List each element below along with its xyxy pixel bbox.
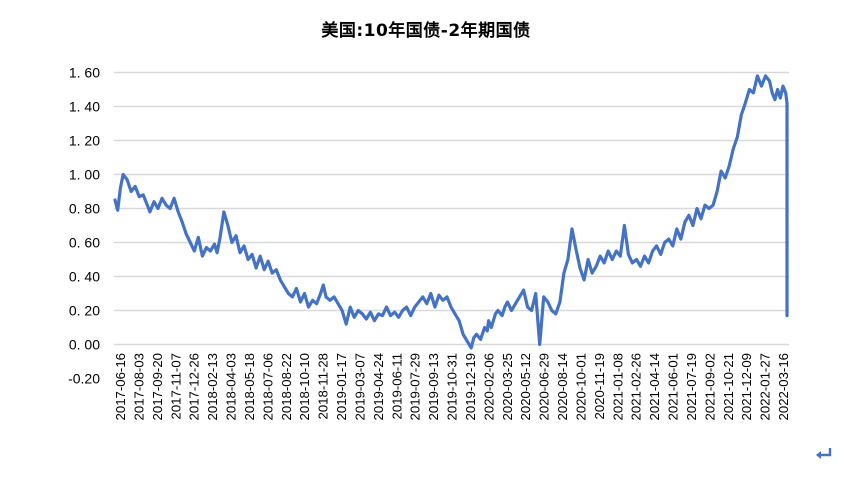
x-tick-label: 2018-05-18 (242, 353, 257, 420)
series-line (113, 74, 789, 350)
x-tick-label: 2017-12-26 (187, 353, 202, 420)
x-tick-label: 2021-02-26 (629, 353, 644, 420)
y-tick-label: 0. 80 (69, 201, 100, 217)
return-arrow-icon (816, 448, 832, 459)
x-tick-label: 2019-07-29 (408, 353, 423, 420)
x-tick-label: 2021-06-01 (666, 353, 681, 420)
y-tick-label: 0. 60 (69, 235, 100, 251)
x-tick-label: 2022-03-16 (776, 353, 791, 420)
y-tick-label: -0.20 (68, 371, 100, 387)
x-tick-label: 2021-04-14 (647, 353, 662, 420)
x-tick-label: 2017-09-20 (150, 353, 165, 420)
x-tick-label: 2020-05-12 (518, 353, 533, 420)
x-tick-label: 2019-09-13 (426, 353, 441, 420)
y-tick-label: 1. 20 (69, 133, 100, 149)
x-tick-label: 2018-04-03 (224, 353, 239, 420)
x-tick-label: 2018-02-13 (205, 353, 220, 420)
x-tick-label: 2018-11-28 (316, 353, 331, 419)
x-tick-label: 2019-01-17 (334, 353, 349, 420)
x-tick-label: 2020-08-14 (555, 353, 570, 420)
x-tick-label: 2020-02-06 (481, 353, 496, 420)
x-tick-label: 2020-06-29 (537, 353, 552, 420)
y-tick-label: 1. 60 (69, 65, 100, 81)
x-tick-label: 2020-03-25 (500, 353, 515, 420)
x-tick-label: 2021-09-02 (702, 353, 717, 420)
x-tick-label: 2018-08-22 (279, 353, 294, 420)
y-tick-label: 0. 40 (69, 269, 100, 285)
x-tick-label: 2021-12-09 (739, 353, 754, 420)
x-tick-label: 2018-10-10 (297, 353, 312, 420)
gridlines (114, 71, 789, 346)
x-tick-label: 2022-01-27 (758, 353, 773, 420)
x-tick-label: 2017-08-03 (131, 353, 146, 420)
x-tick-label: 2021-01-08 (610, 353, 625, 420)
x-tick-label: 2018-07-06 (260, 353, 275, 420)
x-tick-label: 2020-10-01 (573, 353, 588, 420)
x-tick-label: 2020-11-19 (592, 353, 607, 419)
x-axis-ticks: 2017-06-16 2017-08-03 2017-09-20 2017-11-07… (113, 353, 791, 420)
y-tick-label: 0. 00 (69, 337, 100, 353)
x-tick-label: 2019-03-07 (352, 353, 367, 420)
x-tick-label: 2021-07-19 (684, 353, 699, 420)
y-tick-label: 1. 00 (69, 167, 100, 183)
x-tick-label: 2019-12-19 (463, 353, 478, 420)
chart-title: 美国:10年国债-2年期国债 (321, 21, 531, 41)
y-axis-ticks: 1. 60 1. 40 1. 20 1. 00 0. 80 0. 60 0. 40 0. 20… (68, 65, 100, 387)
x-tick-label: 2019-04-24 (371, 353, 386, 420)
x-tick-label: 2019-06-11 (389, 353, 404, 419)
x-tick-label: 2019-10-31 (445, 353, 460, 420)
y-tick-label: 0. 20 (69, 303, 100, 319)
x-tick-label: 2017-06-16 (113, 353, 128, 420)
y-tick-label: 1. 40 (69, 99, 100, 115)
x-tick-label: 2017-11-07 (168, 353, 183, 419)
x-tick-label: 2021-10-21 (721, 353, 736, 420)
